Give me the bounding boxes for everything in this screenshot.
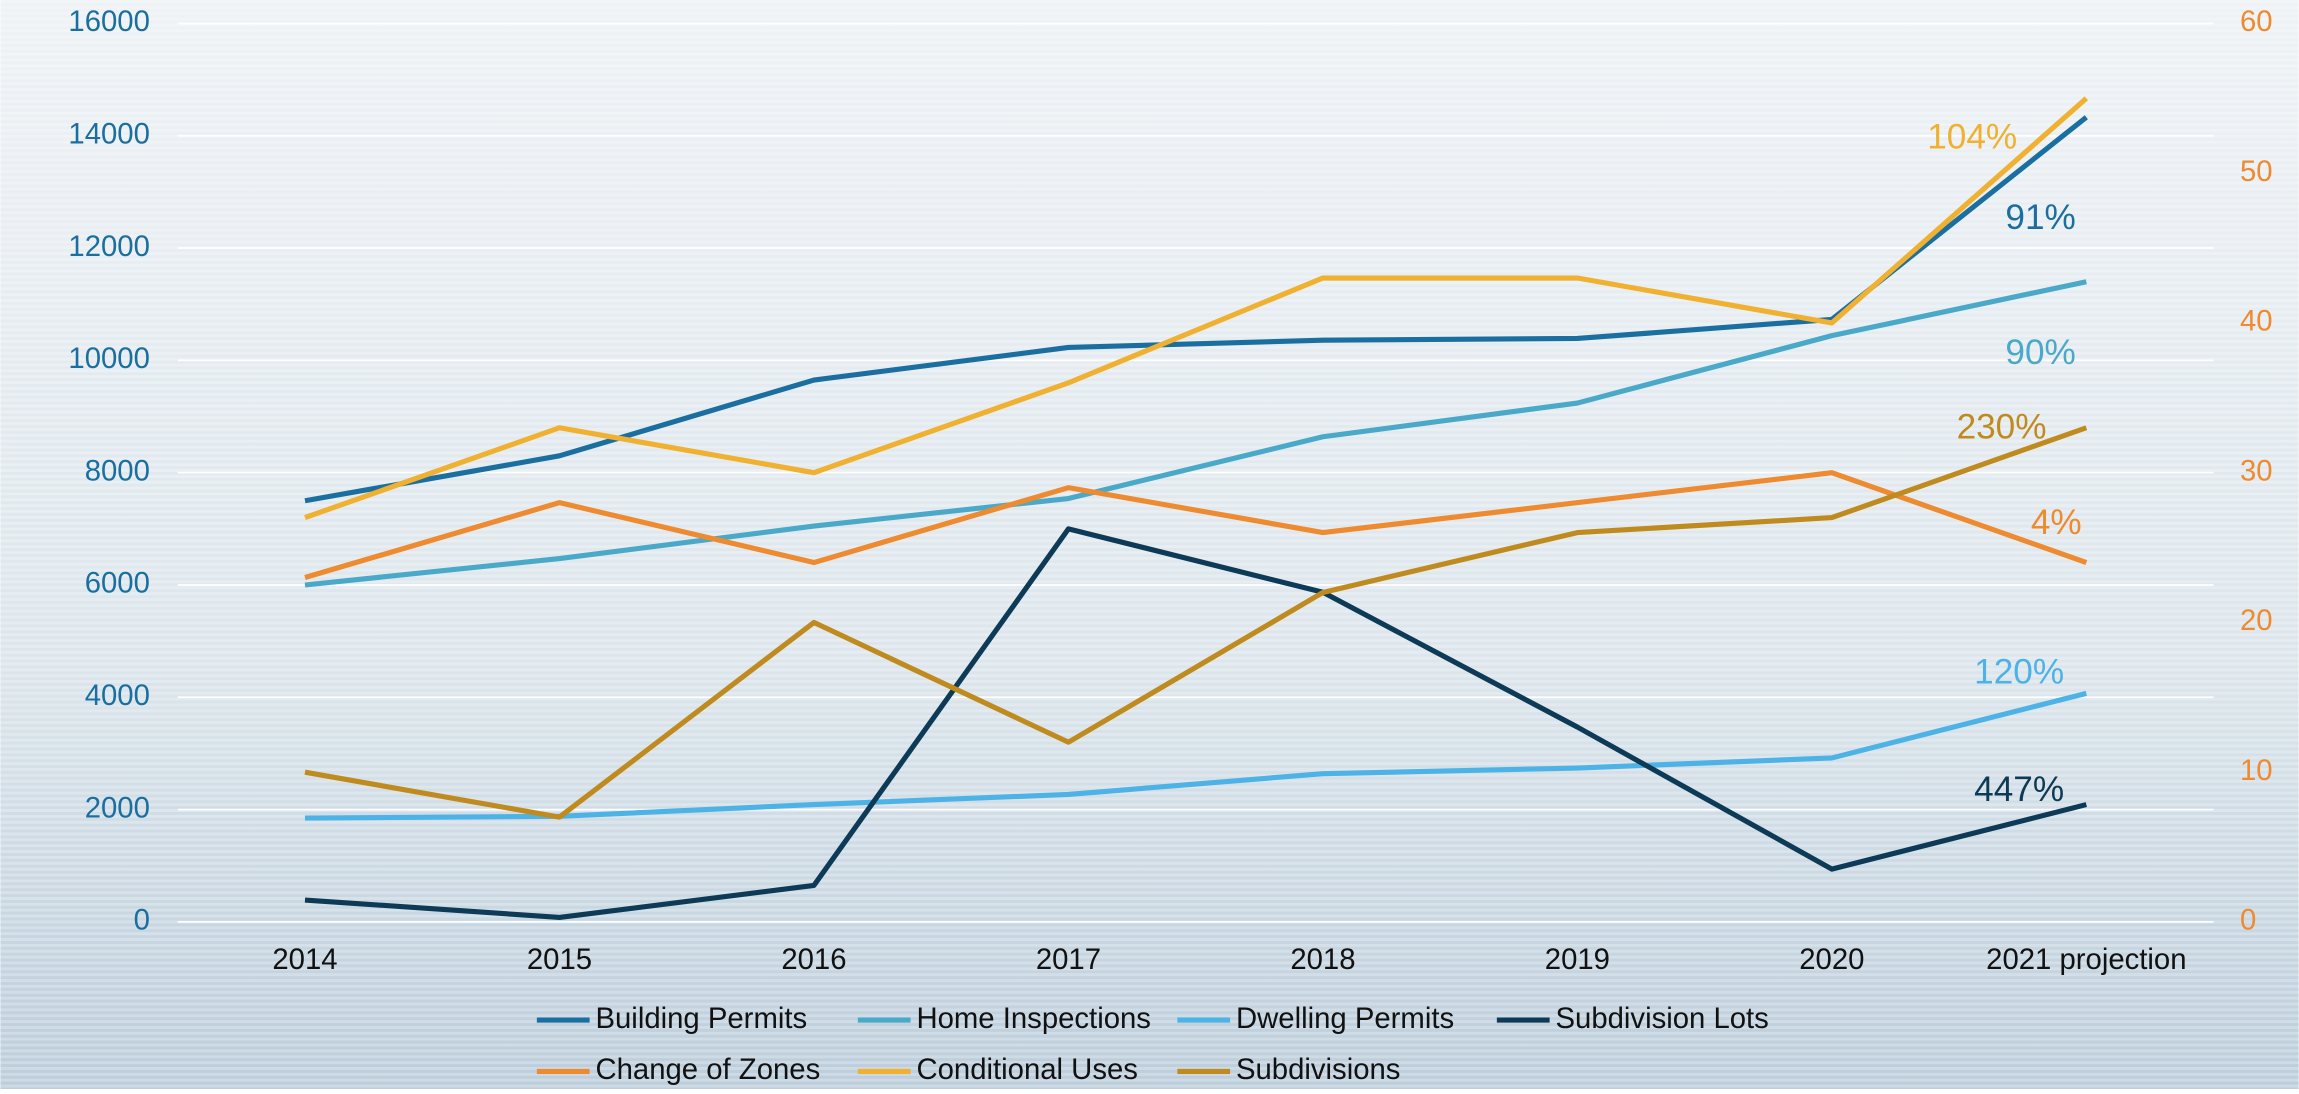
y2-tick-label: 30 <box>2240 454 2273 487</box>
legend-label: Building Permits <box>595 1002 807 1035</box>
series-line <box>304 96 2089 521</box>
y2-tick-label: 50 <box>2240 155 2273 188</box>
annotation: 4% <box>2031 503 2082 542</box>
series-line <box>304 470 2088 580</box>
x-tick-label: 2016 <box>781 943 846 976</box>
annotation: 230% <box>1957 408 2047 447</box>
y-tick-label: 14000 <box>68 118 149 151</box>
y-tick-label: 0 <box>134 904 150 937</box>
series-line <box>304 526 2087 920</box>
y-tick-label: 2000 <box>85 791 150 824</box>
series-line <box>304 115 2088 504</box>
series-line <box>304 279 2087 588</box>
y-tick-label: 10000 <box>68 342 149 375</box>
x-tick-label: 2021 projection <box>1986 943 2186 976</box>
annotation: 90% <box>2005 333 2075 372</box>
legend-label: Subdivisions <box>1236 1053 1400 1086</box>
legend-label: Subdivision Lots <box>1555 1002 1768 1035</box>
annotation: 447% <box>1974 770 2064 809</box>
series-line <box>304 425 2088 820</box>
legend-label: Change of Zones <box>595 1053 820 1086</box>
x-tick-label: 2014 <box>272 943 337 976</box>
y-tick-label: 4000 <box>85 679 150 712</box>
x-tick-label: 2018 <box>1290 943 1355 976</box>
y2-tick-label: 20 <box>2240 604 2273 637</box>
x-tick-label: 2020 <box>1799 943 1864 976</box>
annotation: 91% <box>2005 198 2075 237</box>
x-tick-label: 2017 <box>1036 943 1101 976</box>
y2-tick-label: 10 <box>2240 754 2273 787</box>
annotation: 120% <box>1974 653 2064 692</box>
legend-label: Dwelling Permits <box>1236 1002 1454 1035</box>
y2-tick-label: 0 <box>2240 904 2256 937</box>
y2-tick-label: 40 <box>2240 305 2273 338</box>
legend-label: Home Inspections <box>916 1002 1151 1035</box>
x-tick-label: 2015 <box>527 943 592 976</box>
x-tick-label: 2019 <box>1545 943 1610 976</box>
y2-tick-label: 60 <box>2240 5 2273 38</box>
y-tick-label: 8000 <box>85 454 150 487</box>
legend-label: Conditional Uses <box>916 1053 1137 1086</box>
y-tick-label: 6000 <box>85 567 150 600</box>
annotation: 104% <box>1927 118 2017 157</box>
y-tick-label: 16000 <box>68 5 149 38</box>
series-line <box>304 690 2087 821</box>
y-tick-label: 12000 <box>68 230 149 263</box>
